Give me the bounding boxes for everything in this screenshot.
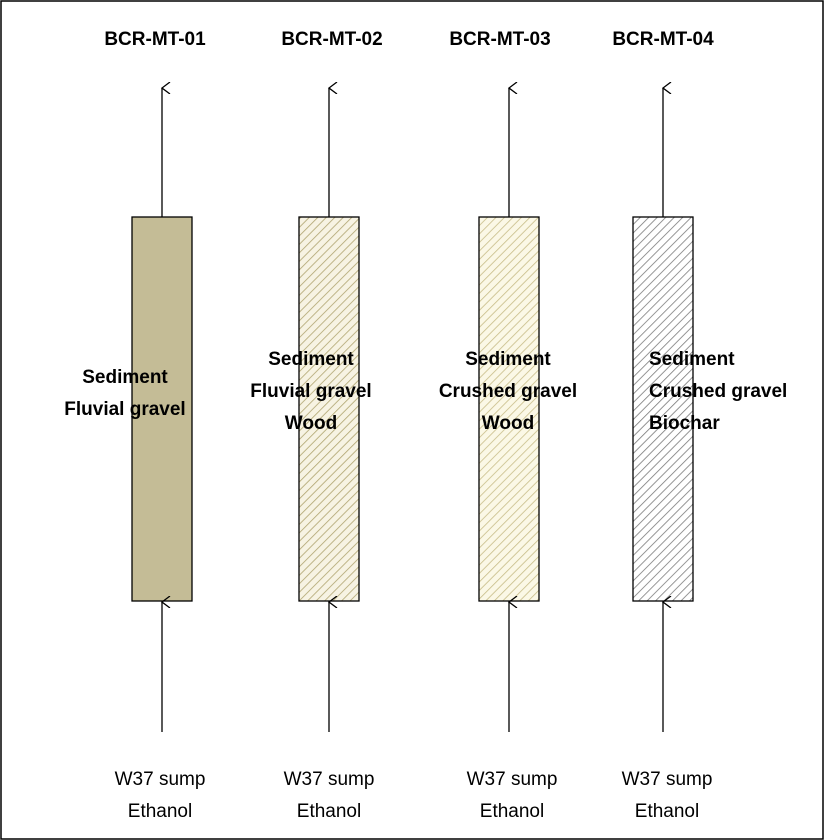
influent-label: W37 sump <box>622 769 713 790</box>
reactor-column <box>131 216 193 602</box>
reactor-column <box>298 216 360 602</box>
media-label: Sediment <box>268 349 354 370</box>
column-title: BCR-MT-02 <box>281 29 382 50</box>
media-label: Crushed gravel <box>649 381 787 402</box>
media-label: Fluvial gravel <box>64 399 185 420</box>
column-title: BCR-MT-01 <box>104 29 206 50</box>
media-label: Sediment <box>649 349 735 370</box>
media-label: Wood <box>285 413 337 434</box>
column-title: BCR-MT-03 <box>449 29 550 50</box>
column-title: BCR-MT-04 <box>612 29 714 50</box>
influent-label: W37 sump <box>284 769 375 790</box>
media-label: Sediment <box>465 349 551 370</box>
influent-label: Ethanol <box>128 801 192 822</box>
media-label: Biochar <box>649 413 720 434</box>
reactor-column <box>632 216 694 602</box>
influent-label: Ethanol <box>635 801 699 822</box>
media-label: Fluvial gravel <box>250 381 371 402</box>
media-label: Crushed gravel <box>439 381 577 402</box>
influent-label: W37 sump <box>467 769 558 790</box>
influent-label: Ethanol <box>480 801 544 822</box>
influent-label: Ethanol <box>297 801 361 822</box>
reactor-column <box>478 216 540 602</box>
influent-label: W37 sump <box>115 769 206 790</box>
media-label: Wood <box>482 413 534 434</box>
media-label: Sediment <box>82 367 168 388</box>
